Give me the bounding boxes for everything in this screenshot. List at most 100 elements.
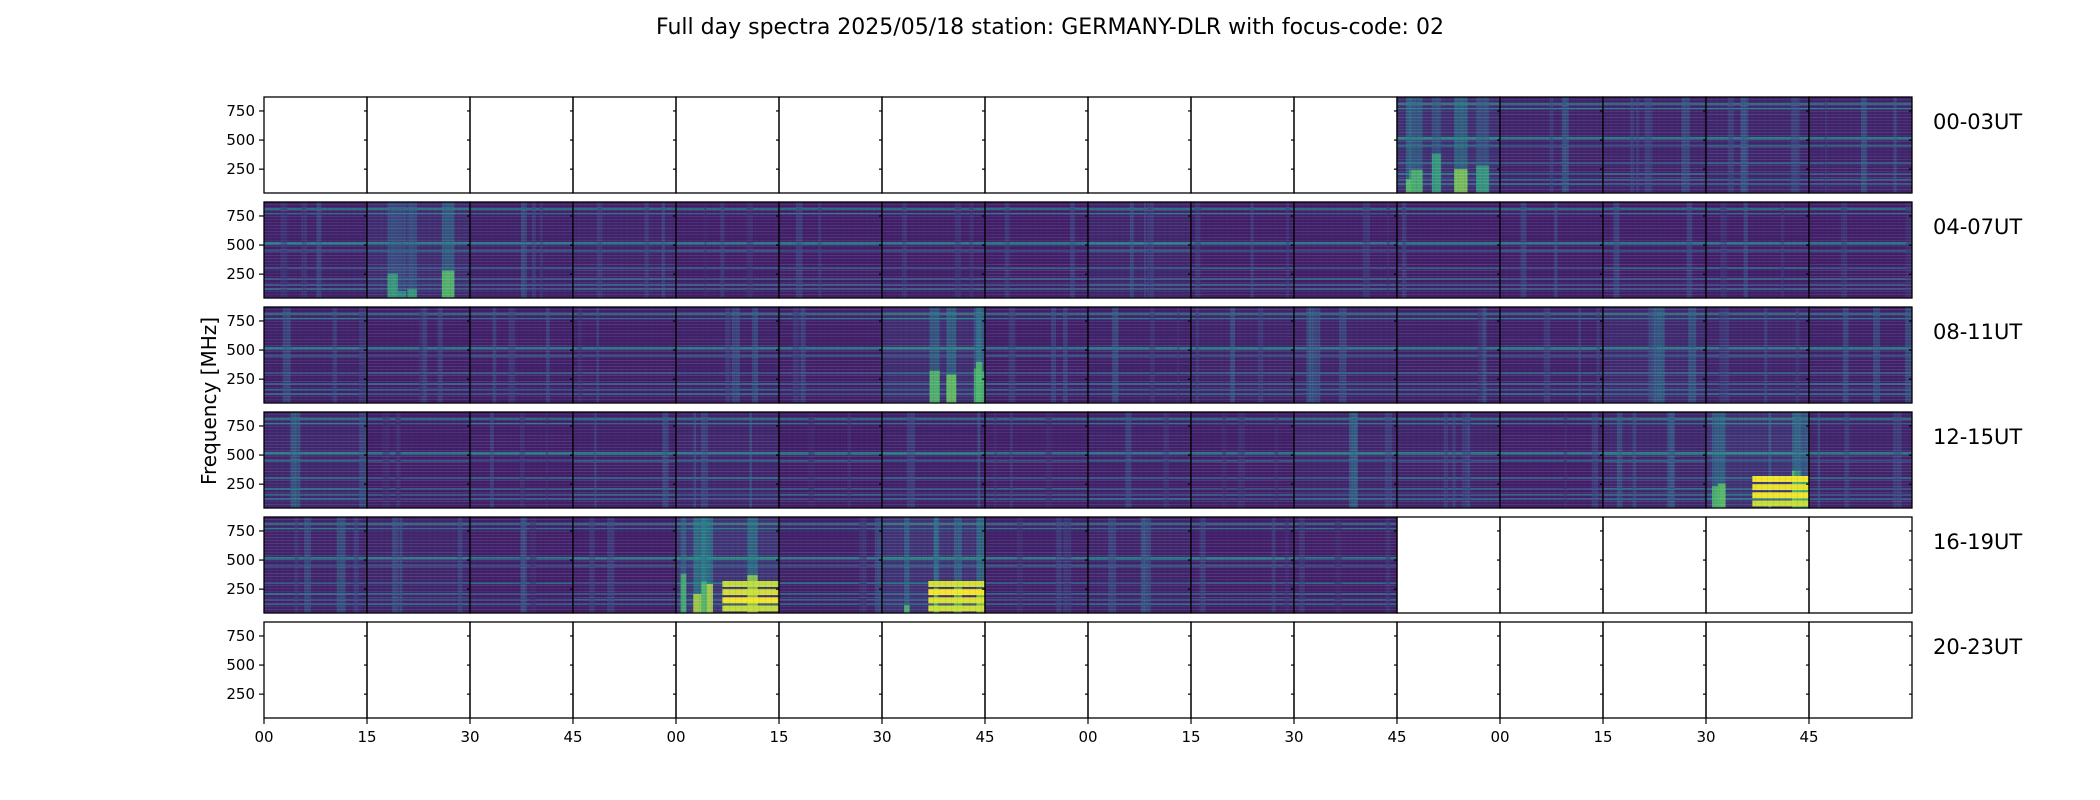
spectrogram-texture [1191, 202, 1294, 298]
spectrogram-cell [984, 411, 1089, 509]
cell-border [1705, 516, 1810, 614]
cell-border [881, 621, 986, 719]
spectrogram-cell [881, 516, 992, 614]
cell-border [1396, 621, 1501, 719]
y-tick-label: 500 [226, 131, 255, 149]
row-time-label: 16-19UT [1933, 530, 2022, 554]
cell-border [572, 621, 677, 719]
spectrogram-texture [1397, 307, 1500, 403]
spectrogram-cell [984, 621, 1089, 719]
spectrogram-cell [1190, 306, 1295, 404]
spectrogram-texture [1191, 307, 1294, 403]
y-tick-label: 250 [226, 475, 255, 493]
y-tick-label: 500 [226, 551, 255, 569]
spectrogram-cell [778, 411, 883, 509]
cell-border [984, 96, 1089, 194]
spectrogram-texture [779, 202, 882, 298]
spectrogram-texture [470, 307, 573, 403]
y-tick-label: 750 [226, 312, 255, 330]
spectrogram-texture [1706, 202, 1809, 298]
spectrogram-texture [1809, 412, 1912, 508]
row-time-label: 20-23UT [1933, 635, 2022, 659]
spectrogram-texture [1294, 517, 1397, 613]
y-tick-label: 250 [226, 265, 255, 283]
spectrogram-cell [1190, 411, 1295, 509]
spectrogram-cell [881, 411, 986, 509]
spectrogram-cell [1705, 306, 1810, 404]
spectrogram-cell [1808, 411, 1913, 509]
y-tick-label: 750 [226, 102, 255, 120]
spectrogram-texture [1603, 202, 1706, 298]
spectrogram-cell [675, 201, 780, 299]
y-tick-label: 250 [226, 370, 255, 388]
spectrogram-cell [1808, 516, 1913, 614]
spectrogram-cell [1087, 201, 1192, 299]
spectrogram-cell [1087, 96, 1192, 194]
cell-border [1602, 516, 1707, 614]
y-axis-label: Frequency [MHz] [197, 317, 221, 485]
cell-border [984, 621, 1089, 719]
y-tick-label: 500 [226, 341, 255, 359]
spectrogram-cell [1808, 96, 1913, 194]
spectrogram-cell [1396, 411, 1501, 509]
x-tick-label: 00 [1078, 728, 1097, 746]
cell-border [1190, 621, 1295, 719]
spectra-row: 250 500 750 00-03UT [226, 96, 2022, 194]
spectrogram-texture [1500, 97, 1603, 193]
spectrogram-cell [1293, 516, 1398, 614]
spectrogram-cell [984, 306, 1089, 404]
spectrogram-texture [1809, 97, 1912, 193]
cell-border [1705, 621, 1810, 719]
spectrogram-cell [469, 201, 574, 299]
spectrogram-cell [1705, 201, 1810, 299]
y-tick-label: 500 [226, 656, 255, 674]
spectrogram-texture [1191, 517, 1294, 613]
spectra-row: 250 500 750 12-15UT [226, 411, 2022, 509]
x-tick-label: 00 [254, 728, 273, 746]
spectrogram-cell [675, 306, 780, 404]
spectrogram-cell [1396, 306, 1501, 404]
x-tick-label: 30 [460, 728, 479, 746]
spectrogram-cell [572, 96, 677, 194]
spectrogram-cell [1396, 621, 1501, 719]
x-tick-label: 45 [1799, 728, 1818, 746]
spectrogram-texture [1603, 412, 1706, 508]
spectrogram-texture [264, 307, 367, 403]
spectrogram-cell [1293, 96, 1398, 194]
x-tick-label: 45 [975, 728, 994, 746]
spectrogram-cell [1808, 621, 1913, 719]
spectrogram-cell [366, 201, 471, 299]
spectrogram-cell [1499, 516, 1604, 614]
x-tick-label: 45 [563, 728, 582, 746]
spectrogram-texture [985, 517, 1088, 613]
spectrogram-cell [1602, 201, 1707, 299]
spectra-row: 250 500 750 08-11UT [226, 306, 2022, 404]
x-axis: 00 15 30 45 00 15 30 45 00 15 30 45 00 15 30 45 [254, 718, 1819, 746]
spectrogram-cell [572, 621, 677, 719]
y-tick-label: 750 [226, 417, 255, 435]
spectrogram-texture [985, 412, 1088, 508]
spectrogram-cell [1293, 411, 1398, 509]
spectrogram-cell [366, 306, 471, 404]
spectrogram-cell [1499, 621, 1604, 719]
y-tick-label: 500 [226, 446, 255, 464]
cell-border [1808, 621, 1913, 719]
spectrogram-texture [367, 517, 470, 613]
x-tick-label: 45 [1387, 728, 1406, 746]
spectrogram-texture [882, 307, 985, 403]
cell-border [366, 621, 471, 719]
spectrogram-texture [470, 202, 573, 298]
y-tick-label: 500 [226, 236, 255, 254]
spectrogram-texture [573, 307, 676, 403]
chart-title: Full day spectra 2025/05/18 station: GER… [656, 15, 1444, 40]
spectrogram-texture [1294, 307, 1397, 403]
spectrogram-cell [984, 201, 1089, 299]
spectrogram-cell [263, 516, 368, 614]
x-tick-label: 30 [872, 728, 891, 746]
row-time-label: 00-03UT [1933, 110, 2022, 134]
y-tick-label: 750 [226, 522, 255, 540]
spectrogram-cell [984, 516, 1089, 614]
spectrogram-cell [1602, 516, 1707, 614]
spectrogram-cell [1396, 516, 1501, 614]
spectrogram-cell [1190, 96, 1295, 194]
